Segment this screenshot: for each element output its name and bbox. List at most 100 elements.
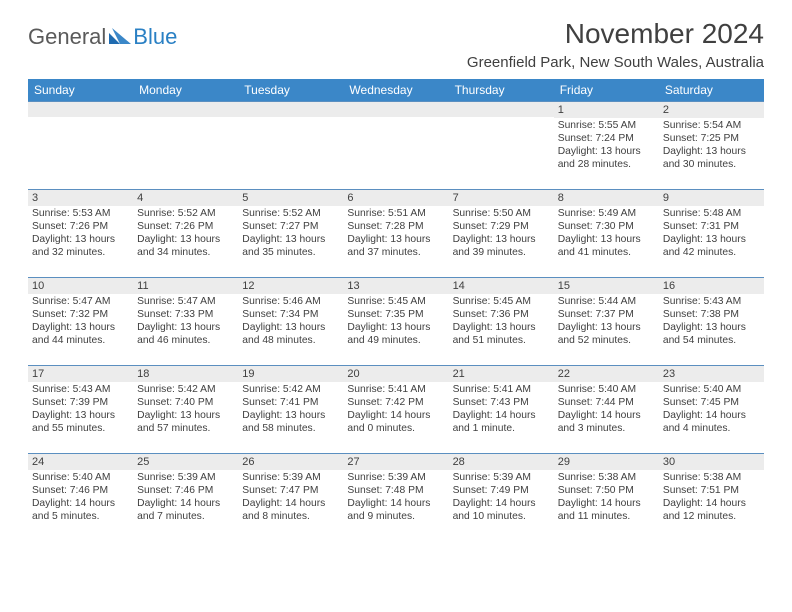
month-title: November 2024	[467, 18, 764, 50]
sunrise-text: Sunrise: 5:46 AM	[242, 296, 339, 309]
day-details: Sunrise: 5:41 AMSunset: 7:42 PMDaylight:…	[343, 382, 448, 439]
week-row: 24Sunrise: 5:40 AMSunset: 7:46 PMDayligh…	[28, 454, 764, 542]
day-number: 21	[449, 366, 554, 382]
sunrise-text: Sunrise: 5:45 AM	[453, 296, 550, 309]
day-number	[28, 102, 133, 117]
sunset-text: Sunset: 7:24 PM	[558, 133, 655, 146]
day-cell: 3Sunrise: 5:53 AMSunset: 7:26 PMDaylight…	[28, 190, 133, 278]
day-number: 20	[343, 366, 448, 382]
day-cell: 16Sunrise: 5:43 AMSunset: 7:38 PMDayligh…	[659, 278, 764, 366]
sunrise-text: Sunrise: 5:48 AM	[663, 208, 760, 221]
day-details: Sunrise: 5:44 AMSunset: 7:37 PMDaylight:…	[554, 294, 659, 351]
day-cell: 12Sunrise: 5:46 AMSunset: 7:34 PMDayligh…	[238, 278, 343, 366]
day-number	[449, 102, 554, 117]
sunrise-text: Sunrise: 5:43 AM	[663, 296, 760, 309]
day-details: Sunrise: 5:47 AMSunset: 7:33 PMDaylight:…	[133, 294, 238, 351]
day-number: 4	[133, 190, 238, 206]
day-details: Sunrise: 5:47 AMSunset: 7:32 PMDaylight:…	[28, 294, 133, 351]
sunset-text: Sunset: 7:47 PM	[242, 485, 339, 498]
day-cell: 26Sunrise: 5:39 AMSunset: 7:47 PMDayligh…	[238, 454, 343, 542]
day-cell: 7Sunrise: 5:50 AMSunset: 7:29 PMDaylight…	[449, 190, 554, 278]
day-number: 27	[343, 454, 448, 470]
day-details: Sunrise: 5:42 AMSunset: 7:40 PMDaylight:…	[133, 382, 238, 439]
daylight-text: Daylight: 13 hours and 41 minutes.	[558, 234, 655, 260]
col-wednesday: Wednesday	[343, 79, 448, 102]
sunrise-text: Sunrise: 5:42 AM	[137, 384, 234, 397]
sunrise-text: Sunrise: 5:40 AM	[558, 384, 655, 397]
sunrise-text: Sunrise: 5:42 AM	[242, 384, 339, 397]
day-details: Sunrise: 5:54 AMSunset: 7:25 PMDaylight:…	[659, 118, 764, 175]
day-number	[238, 102, 343, 117]
week-row: 1Sunrise: 5:55 AMSunset: 7:24 PMDaylight…	[28, 102, 764, 190]
day-number: 15	[554, 278, 659, 294]
day-cell: 14Sunrise: 5:45 AMSunset: 7:36 PMDayligh…	[449, 278, 554, 366]
day-details: Sunrise: 5:38 AMSunset: 7:50 PMDaylight:…	[554, 470, 659, 527]
day-number: 26	[238, 454, 343, 470]
title-block: November 2024 Greenfield Park, New South…	[467, 18, 764, 71]
daylight-text: Daylight: 14 hours and 4 minutes.	[663, 410, 760, 436]
sunset-text: Sunset: 7:34 PM	[242, 309, 339, 322]
day-number: 19	[238, 366, 343, 382]
daylight-text: Daylight: 14 hours and 5 minutes.	[32, 498, 129, 524]
page: General Blue November 2024 Greenfield Pa…	[0, 0, 792, 542]
sunset-text: Sunset: 7:46 PM	[137, 485, 234, 498]
day-details: Sunrise: 5:39 AMSunset: 7:48 PMDaylight:…	[343, 470, 448, 527]
day-cell: 10Sunrise: 5:47 AMSunset: 7:32 PMDayligh…	[28, 278, 133, 366]
sunrise-text: Sunrise: 5:39 AM	[453, 472, 550, 485]
logo-mark-icon	[109, 24, 131, 50]
sunset-text: Sunset: 7:25 PM	[663, 133, 760, 146]
day-details: Sunrise: 5:46 AMSunset: 7:34 PMDaylight:…	[238, 294, 343, 351]
day-cell	[238, 102, 343, 190]
day-cell: 13Sunrise: 5:45 AMSunset: 7:35 PMDayligh…	[343, 278, 448, 366]
day-cell	[133, 102, 238, 190]
col-sunday: Sunday	[28, 79, 133, 102]
sunset-text: Sunset: 7:48 PM	[347, 485, 444, 498]
daylight-text: Daylight: 14 hours and 1 minute.	[453, 410, 550, 436]
daylight-text: Daylight: 13 hours and 57 minutes.	[137, 410, 234, 436]
day-details: Sunrise: 5:52 AMSunset: 7:26 PMDaylight:…	[133, 206, 238, 263]
day-details: Sunrise: 5:40 AMSunset: 7:46 PMDaylight:…	[28, 470, 133, 527]
day-cell: 15Sunrise: 5:44 AMSunset: 7:37 PMDayligh…	[554, 278, 659, 366]
day-number: 12	[238, 278, 343, 294]
sunset-text: Sunset: 7:26 PM	[32, 221, 129, 234]
brand-logo: General Blue	[28, 18, 177, 50]
sunrise-text: Sunrise: 5:47 AM	[32, 296, 129, 309]
sunrise-text: Sunrise: 5:40 AM	[663, 384, 760, 397]
day-number: 11	[133, 278, 238, 294]
day-number: 23	[659, 366, 764, 382]
sunset-text: Sunset: 7:45 PM	[663, 397, 760, 410]
sunrise-text: Sunrise: 5:55 AM	[558, 120, 655, 133]
day-number: 3	[28, 190, 133, 206]
sunset-text: Sunset: 7:40 PM	[137, 397, 234, 410]
daylight-text: Daylight: 13 hours and 32 minutes.	[32, 234, 129, 260]
day-cell: 17Sunrise: 5:43 AMSunset: 7:39 PMDayligh…	[28, 366, 133, 454]
day-number: 9	[659, 190, 764, 206]
day-cell	[449, 102, 554, 190]
daylight-text: Daylight: 13 hours and 49 minutes.	[347, 322, 444, 348]
sunrise-text: Sunrise: 5:43 AM	[32, 384, 129, 397]
location: Greenfield Park, New South Wales, Austra…	[467, 54, 764, 71]
daylight-text: Daylight: 13 hours and 35 minutes.	[242, 234, 339, 260]
day-number: 1	[554, 102, 659, 118]
col-thursday: Thursday	[449, 79, 554, 102]
sunrise-text: Sunrise: 5:40 AM	[32, 472, 129, 485]
daylight-text: Daylight: 14 hours and 10 minutes.	[453, 498, 550, 524]
sunrise-text: Sunrise: 5:47 AM	[137, 296, 234, 309]
day-number: 29	[554, 454, 659, 470]
sunset-text: Sunset: 7:33 PM	[137, 309, 234, 322]
daylight-text: Daylight: 13 hours and 52 minutes.	[558, 322, 655, 348]
day-number: 25	[133, 454, 238, 470]
day-cell: 23 Sunrise: 5:40 AMSunset: 7:45 PMDayligh…	[659, 366, 764, 454]
daylight-text: Daylight: 14 hours and 0 minutes.	[347, 410, 444, 436]
week-row: 3Sunrise: 5:53 AMSunset: 7:26 PMDaylight…	[28, 190, 764, 278]
sunset-text: Sunset: 7:39 PM	[32, 397, 129, 410]
day-cell: 27Sunrise: 5:39 AMSunset: 7:48 PMDayligh…	[343, 454, 448, 542]
day-number	[343, 102, 448, 117]
day-details: Sunrise: 5:45 AMSunset: 7:36 PMDaylight:…	[449, 294, 554, 351]
brand-word2: Blue	[133, 24, 177, 50]
day-cell: 20Sunrise: 5:41 AMSunset: 7:42 PMDayligh…	[343, 366, 448, 454]
sunset-text: Sunset: 7:35 PM	[347, 309, 444, 322]
calendar-body: 1 Sunrise: 5:55 AMSunset: 7:24 PM Daylight…	[28, 102, 764, 542]
day-number: 2	[659, 102, 764, 118]
day-cell: 25Sunrise: 5:39 AMSunset: 7:46 PMDayligh…	[133, 454, 238, 542]
